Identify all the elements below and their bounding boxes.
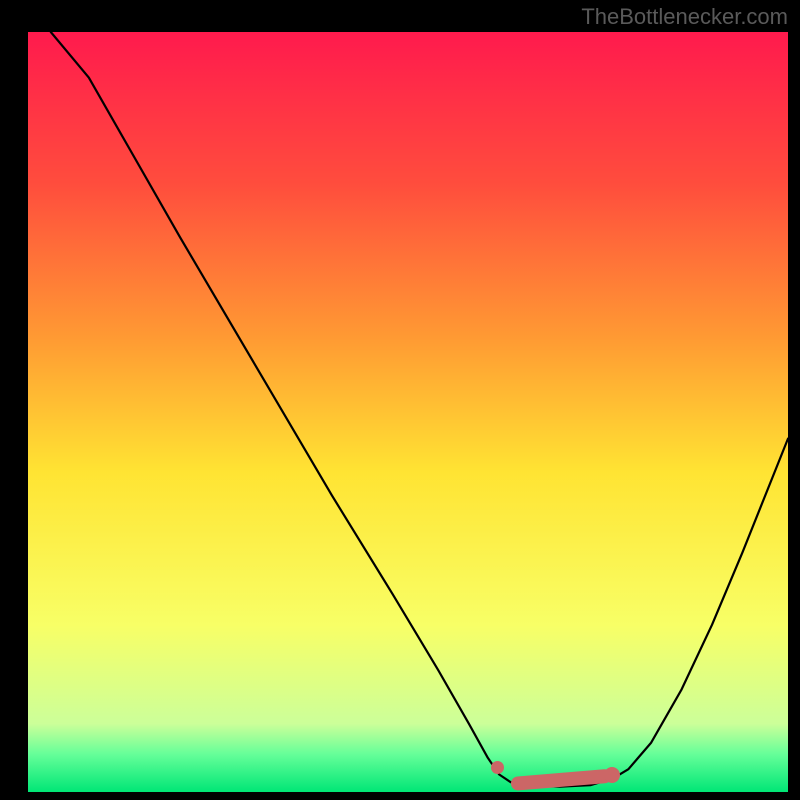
bottleneck-curve — [28, 32, 788, 792]
highlight-bar-cap — [604, 767, 620, 783]
attribution-text: TheBottlenecker.com — [581, 4, 788, 30]
chart-plot-area — [28, 32, 788, 792]
